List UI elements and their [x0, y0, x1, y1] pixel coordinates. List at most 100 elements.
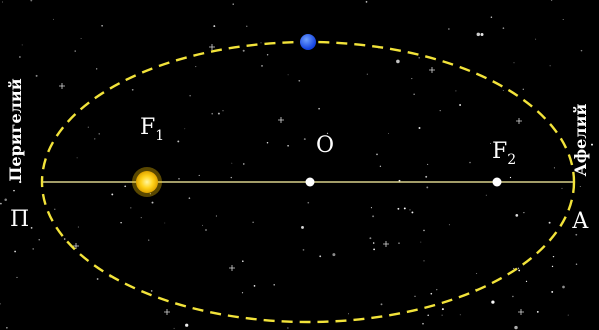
- star: [87, 126, 89, 128]
- star: [96, 278, 99, 280]
- star: [301, 225, 304, 229]
- star: [14, 250, 16, 253]
- star: [184, 128, 186, 130]
- star: [0, 202, 2, 205]
- star: [490, 16, 493, 18]
- star: [366, 73, 368, 75]
- star: [177, 140, 180, 143]
- star: [111, 193, 114, 196]
- star: [287, 327, 289, 329]
- star: [580, 49, 583, 52]
- star: [427, 163, 429, 165]
- star: [388, 133, 389, 134]
- star: [96, 68, 98, 70]
- star: [120, 222, 122, 224]
- sparkle-star: [73, 243, 79, 249]
- star: [575, 263, 578, 266]
- star: [140, 217, 142, 219]
- planet-icon: [300, 34, 316, 50]
- star: [380, 303, 383, 306]
- star: [130, 207, 132, 209]
- star: [38, 239, 40, 241]
- sparkle-star: [59, 83, 65, 89]
- star: [476, 32, 481, 37]
- star: [302, 249, 305, 251]
- star: [365, 1, 368, 3]
- star: [124, 185, 127, 188]
- star: [215, 215, 217, 217]
- star: [562, 285, 565, 289]
- star: [413, 93, 415, 95]
- star: [517, 267, 520, 270]
- star: [422, 322, 424, 325]
- star: [370, 207, 372, 209]
- star: [523, 211, 525, 214]
- star: [469, 161, 471, 164]
- star: [373, 248, 375, 251]
- star: [332, 253, 336, 257]
- star: [430, 292, 433, 295]
- star: [253, 285, 256, 287]
- star: [54, 208, 56, 210]
- star: [376, 153, 378, 156]
- star: [261, 65, 263, 67]
- star: [213, 25, 216, 28]
- star: [266, 141, 269, 144]
- star: [561, 187, 563, 189]
- star: [150, 290, 153, 292]
- star: [30, 0, 33, 2]
- star: [372, 215, 375, 218]
- star: [149, 193, 151, 195]
- star: [188, 197, 191, 199]
- aphelion-side-label: Афелий: [571, 104, 590, 177]
- star: [19, 180, 22, 184]
- focus1-label-sub: 1: [155, 128, 164, 144]
- star: [287, 74, 289, 76]
- star: [242, 49, 245, 52]
- star: [459, 104, 462, 106]
- star: [398, 179, 401, 182]
- star: [550, 0, 553, 2]
- star: [246, 25, 248, 27]
- star: [372, 242, 375, 244]
- star: [591, 143, 593, 146]
- star: [178, 177, 180, 180]
- star: [414, 295, 416, 297]
- star: [480, 33, 484, 36]
- perihelion-side-label: Перигелий: [6, 78, 25, 181]
- star: [448, 28, 450, 30]
- star: [398, 242, 400, 244]
- star: [164, 222, 166, 224]
- star: [63, 238, 66, 240]
- star: [502, 90, 504, 91]
- sparkle-star: [429, 67, 435, 73]
- star: [21, 44, 23, 46]
- star: [420, 241, 422, 243]
- star: [241, 292, 244, 294]
- star: [151, 201, 154, 204]
- star: [579, 185, 581, 188]
- star: [553, 167, 555, 169]
- star: [397, 207, 400, 210]
- perihelion-point-label: П: [10, 207, 29, 232]
- star: [439, 109, 441, 112]
- star: [455, 90, 457, 92]
- star: [195, 66, 197, 68]
- star: [588, 156, 590, 159]
- star: [403, 207, 406, 210]
- star: [436, 289, 438, 291]
- star: [173, 327, 175, 329]
- star: [202, 224, 203, 226]
- star: [217, 112, 220, 115]
- star: [94, 138, 96, 140]
- star: [502, 27, 505, 29]
- star: [409, 209, 411, 211]
- star: [448, 224, 450, 226]
- star: [513, 62, 515, 64]
- star: [307, 201, 310, 204]
- star: [491, 300, 495, 304]
- star: [411, 78, 413, 80]
- star: [476, 272, 478, 275]
